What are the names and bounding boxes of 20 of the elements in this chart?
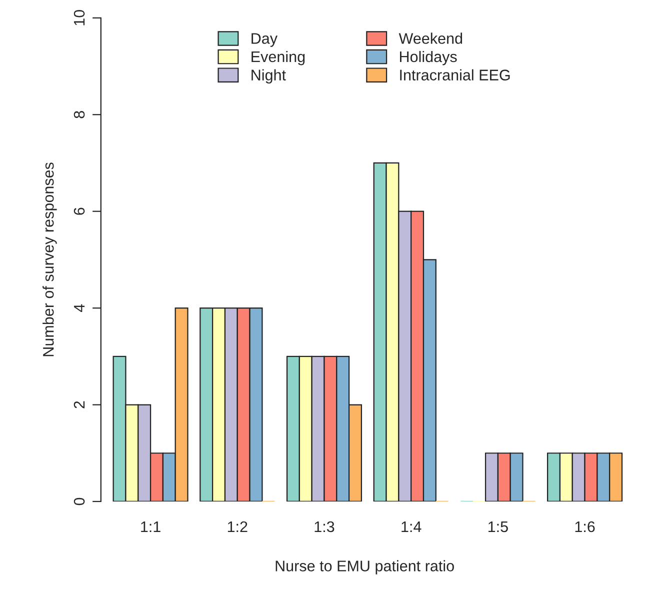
x-tick-label: 1:3 — [314, 521, 334, 532]
legend-label: Evening — [252, 50, 305, 66]
legend-label: Night — [252, 69, 286, 84]
legend-label: Weekend — [398, 32, 462, 44]
y-axis-title: Number of survey responses — [42, 162, 57, 356]
x-tick-label: 1:5 — [488, 521, 508, 532]
y-tick-label: 10 — [74, 10, 85, 26]
x-tick-label: 1:2 — [228, 521, 248, 532]
x-tick-label: 1:4 — [402, 521, 422, 532]
x-tick-label: 1:1 — [141, 521, 160, 532]
legend-label: Day — [252, 33, 278, 47]
legend-label: Intracranial EEG — [400, 69, 510, 80]
x-tick-label: 1:6 — [575, 521, 595, 532]
y-tick-label: 0 — [74, 498, 85, 506]
y-tick-label: 4 — [74, 304, 85, 312]
y-tick-label: 8 — [74, 111, 85, 118]
x-axis-title: Nurse to EMU patient ratio — [276, 560, 454, 574]
legend-label: Holidays — [400, 50, 457, 66]
y-tick-label: 2 — [74, 401, 85, 408]
y-tick-label: 6 — [74, 208, 85, 215]
